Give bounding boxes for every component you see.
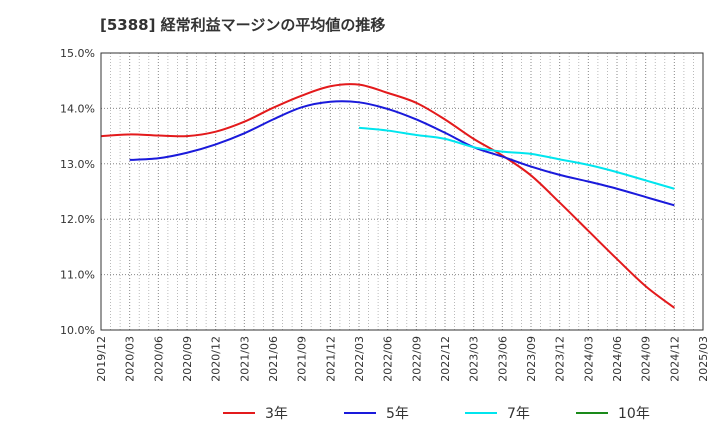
axis-layer: 10.0% 11.0% 12.0% 13.0% 14.0% 15.0% 2019/12 202… <box>60 47 710 382</box>
legend-label-1: 5年 <box>386 406 409 422</box>
plot-background <box>101 53 703 330</box>
x-tick-label: 2024/03 <box>582 336 595 382</box>
y-tick-label: 14.0% <box>60 102 95 115</box>
y-tick-label: 11.0% <box>60 269 95 282</box>
x-tick-label: 2020/03 <box>124 336 137 382</box>
x-tick-label: 2021/09 <box>296 336 309 382</box>
grid-layer <box>101 53 703 330</box>
x-tick-label: 2022/03 <box>353 336 366 382</box>
chart-title: [5388] 経常利益マージンの平均値の推移 <box>100 16 386 34</box>
x-tick-label: 2023/12 <box>554 336 567 382</box>
series-line-0 <box>100 83 675 309</box>
x-tick-label: 2023/06 <box>496 336 509 382</box>
x-tick-label: 2019/12 <box>95 336 108 382</box>
legend: 3年 5年 7年 10年 <box>223 406 650 422</box>
y-tick-label: 15.0% <box>60 47 95 60</box>
y-tick-label: 10.0% <box>60 324 95 337</box>
x-tick-label: 2020/06 <box>152 336 165 382</box>
x-tick-label: 2022/06 <box>382 336 395 382</box>
x-tick-label: 2022/12 <box>439 336 452 382</box>
y-tick-label: 12.0% <box>60 213 95 226</box>
legend-label-3: 10年 <box>618 406 650 422</box>
x-tick-label: 2025/03 <box>697 336 710 382</box>
series-line-1 <box>129 100 675 207</box>
x-tick-label: 2024/06 <box>611 336 624 382</box>
x-tick-label: 2022/09 <box>410 336 423 382</box>
x-tick-label: 2021/03 <box>238 336 251 382</box>
x-tick-label: 2021/06 <box>267 336 280 382</box>
series-line-2 <box>358 126 675 190</box>
plot-border <box>100 52 704 331</box>
x-tick-label: 2023/09 <box>525 336 538 382</box>
legend-label-0: 3年 <box>265 406 288 422</box>
x-tick-label: 2024/09 <box>640 336 653 382</box>
x-tick-label: 2024/12 <box>668 336 681 382</box>
x-tick-label: 2020/12 <box>210 336 223 382</box>
x-tick-label: 2023/03 <box>468 336 481 382</box>
y-tick-label: 13.0% <box>60 158 95 171</box>
legend-label-2: 7年 <box>507 406 530 422</box>
x-tick-label: 2021/12 <box>324 336 337 382</box>
series-layer <box>100 83 675 309</box>
x-tick-label: 2020/09 <box>181 336 194 382</box>
